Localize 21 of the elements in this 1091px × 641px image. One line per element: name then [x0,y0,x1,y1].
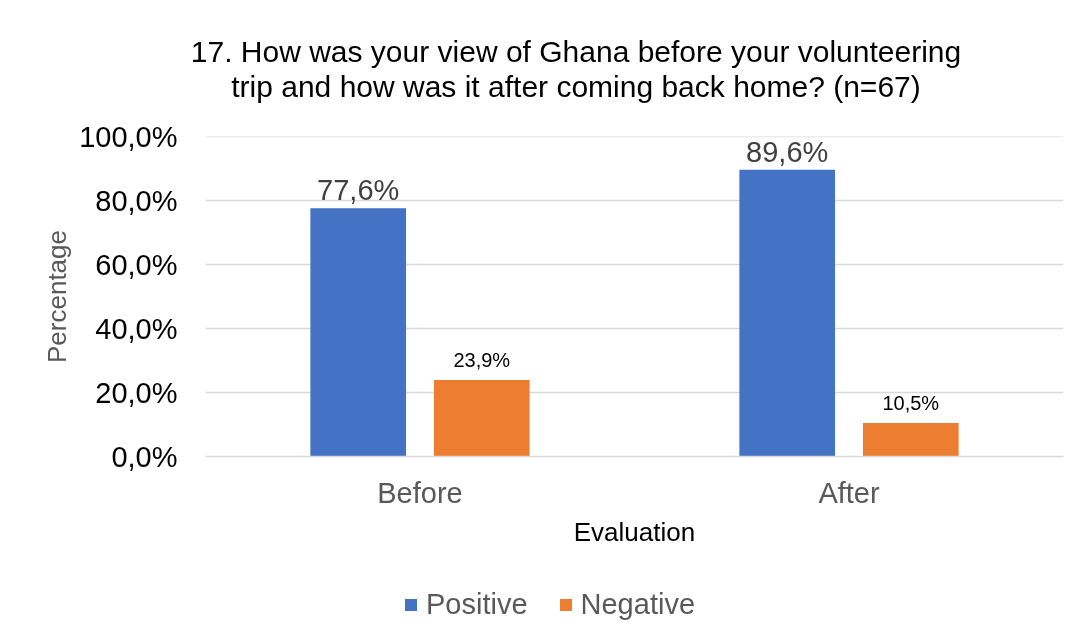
y-tick-label: 20,0% [95,376,178,409]
data-label: 89,6% [746,135,829,168]
chart-title: 17. How was your view of Ghana before your volunteering trip and how was it after coming back home? (n=67) [189,34,963,104]
data-label: 23,9% [453,349,511,372]
x-tick-label: After [818,476,880,509]
y-axis-title: Percentage [42,230,73,363]
bar [433,380,530,457]
x-tick-label: Before [377,476,463,509]
y-tick-label: 60,0% [95,248,178,281]
y-tick-label: 100,0% [79,120,178,153]
bar [310,208,407,457]
bar [862,422,959,457]
y-tick-label: 0,0% [111,440,178,473]
legend-label: Positive [426,588,528,621]
x-axis-title: Evaluation [573,516,696,547]
data-label: 10,5% [882,391,940,414]
legend-label: Negative [580,588,696,621]
y-tick-label: 40,0% [95,312,178,345]
y-tick-label: 80,0% [95,184,178,217]
bar [739,169,836,457]
data-label: 77,6% [317,174,400,207]
